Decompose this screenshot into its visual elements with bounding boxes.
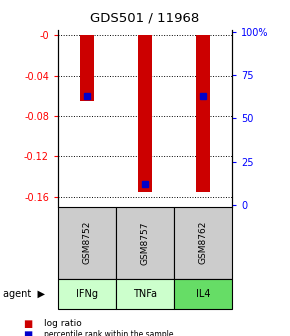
Text: GSM8757: GSM8757	[140, 221, 150, 264]
Bar	[80, 35, 94, 101]
Text: agent  ▶: agent ▶	[3, 289, 45, 299]
Text: percentile rank within the sample: percentile rank within the sample	[44, 330, 173, 336]
Text: GDS501 / 11968: GDS501 / 11968	[90, 12, 200, 25]
Text: IFNg: IFNg	[76, 289, 98, 299]
Bar	[196, 35, 210, 192]
Text: log ratio: log ratio	[44, 319, 81, 328]
Bar	[138, 35, 152, 192]
Text: GSM8752: GSM8752	[82, 221, 92, 264]
Text: GSM8762: GSM8762	[198, 221, 208, 264]
Text: ■: ■	[23, 330, 32, 336]
Text: ■: ■	[23, 319, 32, 329]
Text: IL4: IL4	[196, 289, 210, 299]
Text: TNFa: TNFa	[133, 289, 157, 299]
